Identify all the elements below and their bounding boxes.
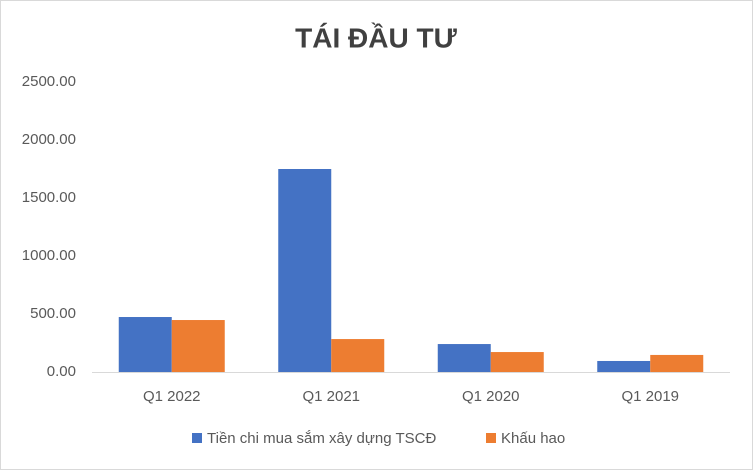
y-tick-label: 2500.00 [22,73,76,90]
x-tick-label: Q1 2022 [143,388,201,405]
y-tick-label: 1500.00 [22,189,76,206]
bar [331,339,385,372]
legend-label: Tiền chi mua sắm xây dựng TSCĐ [207,430,436,447]
bar [437,344,491,372]
x-tick-label: Q1 2019 [621,388,679,405]
legend-label: Khấu hao [501,430,565,447]
y-tick-label: 2000.00 [22,131,76,148]
y-tick-label: 1000.00 [22,247,76,264]
bar [118,317,172,372]
bar [597,360,651,372]
bar [650,354,704,372]
y-tick-label: 500.00 [30,305,76,322]
bar [171,320,225,372]
x-tick-label: Q1 2021 [302,388,360,405]
legend-swatch [486,433,496,443]
x-tick-label: Q1 2020 [462,388,520,405]
bar [278,169,332,372]
legend-swatch [192,433,202,443]
bar [490,352,544,372]
chart-title: TÁI ĐẦU TƯ [295,22,457,53]
y-tick-label: 0.00 [47,363,76,380]
